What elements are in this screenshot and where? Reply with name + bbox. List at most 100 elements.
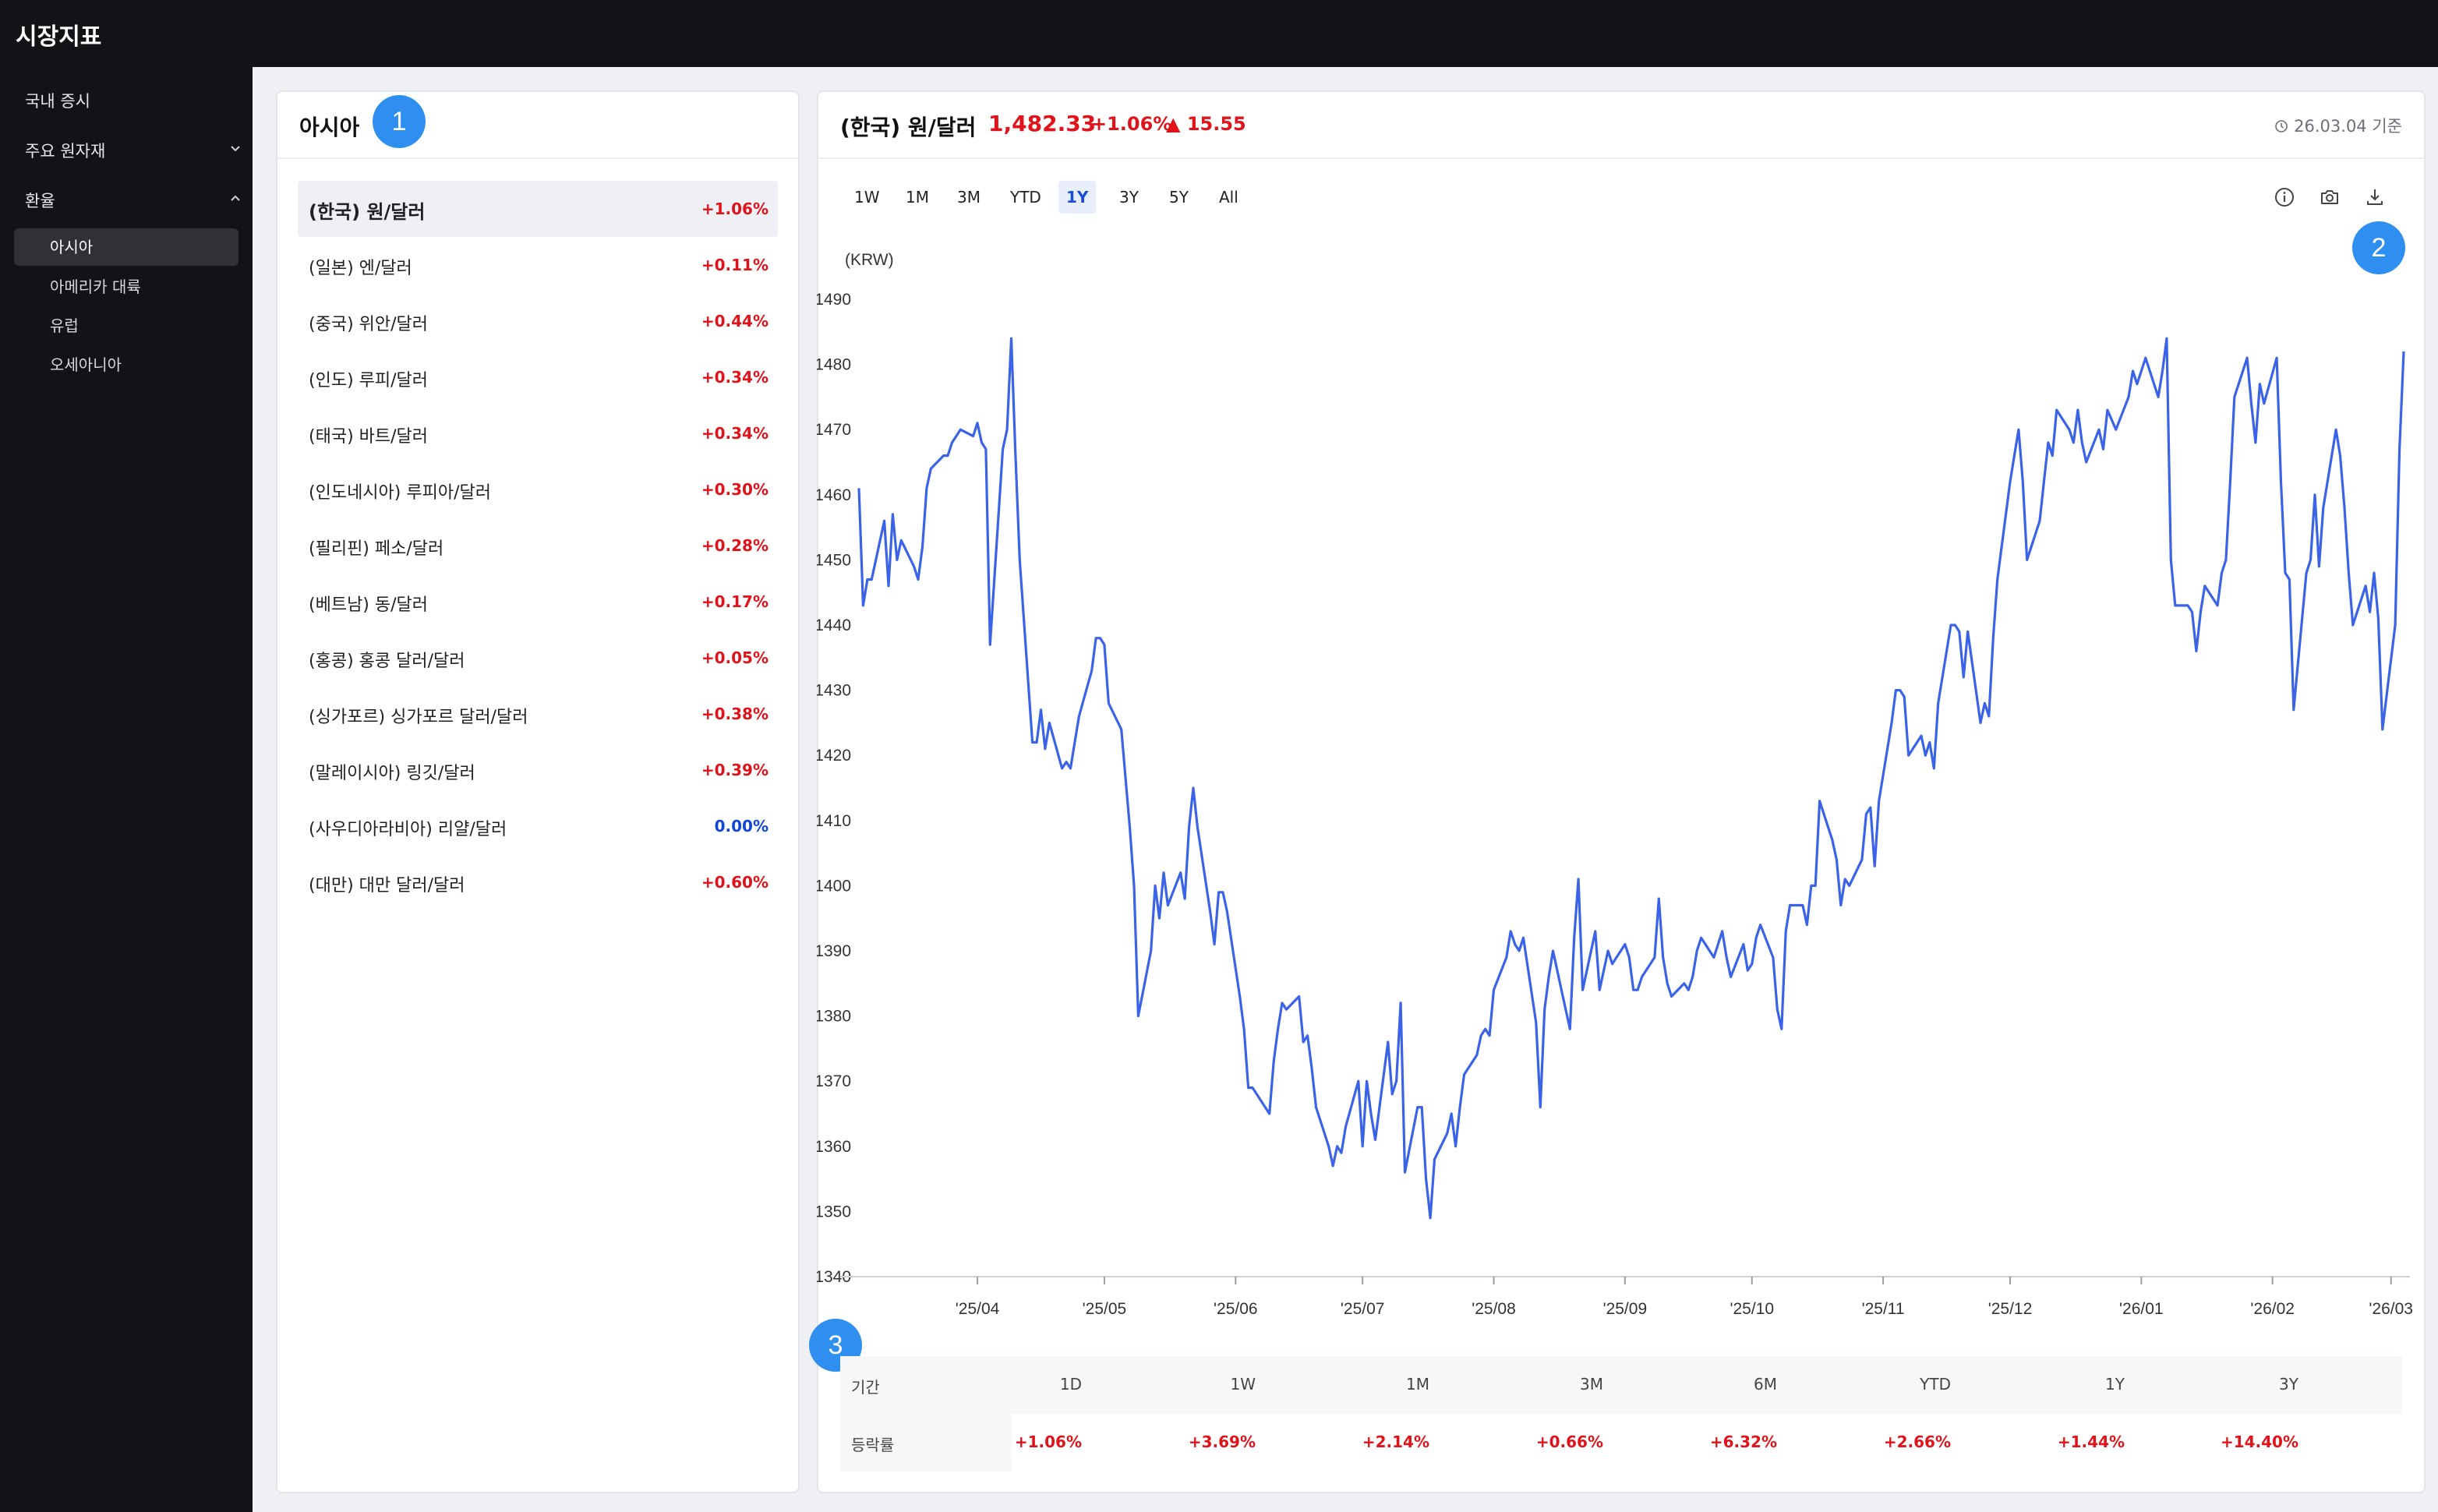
x-tick-label: '25/10 bbox=[1730, 1300, 1774, 1318]
performance-value: +14.40% bbox=[2220, 1433, 2298, 1451]
currency-change: +0.44% bbox=[701, 312, 768, 330]
currency-row[interactable]: (일본) 엔/달러 +0.11% bbox=[298, 237, 778, 293]
y-tick-label: 1400 bbox=[817, 877, 851, 895]
currency-name: (태국) 바트/달러 bbox=[309, 427, 429, 447]
sidebar-subitem-oceania[interactable]: 오세아니아 bbox=[50, 355, 122, 374]
performance-period-header: 3M bbox=[1580, 1375, 1603, 1394]
currency-change: +0.28% bbox=[701, 536, 768, 555]
x-axis-ticks: '25/04 '25/05 '25/06 '25/07 '25/08 '25/09 '25/… bbox=[956, 1277, 2413, 1318]
y-tick-label: 1340 bbox=[817, 1268, 851, 1286]
x-tick-label: '26/02 bbox=[2250, 1300, 2295, 1318]
chevron-up-icon bbox=[231, 195, 240, 201]
performance-period-header: YTD bbox=[1920, 1375, 1951, 1394]
y-tick-label: 1380 bbox=[817, 1008, 851, 1026]
performance-header-label: 기간 bbox=[851, 1378, 880, 1397]
currency-name: (중국) 위안/달러 bbox=[309, 315, 429, 334]
y-tick-label: 1460 bbox=[817, 486, 851, 504]
currency-row[interactable]: (필리핀) 페소/달러 +0.28% bbox=[298, 518, 778, 574]
camera-icon[interactable] bbox=[2318, 185, 2341, 209]
period-5y[interactable]: 5Y bbox=[1169, 188, 1189, 207]
performance-value: +6.32% bbox=[1709, 1433, 1777, 1451]
performance-period-header: 6M bbox=[1754, 1375, 1777, 1394]
pair-change-percent: +1.06% bbox=[1091, 113, 1172, 135]
currency-row[interactable]: (말레이시아) 링깃/달러 +0.39% bbox=[298, 742, 778, 798]
currency-row[interactable]: (인도네시아) 루피아/달러 +0.30% bbox=[298, 461, 778, 518]
performance-period-header: 1M bbox=[1406, 1375, 1429, 1394]
currency-name: (홍콩) 홍콩 달러/달러 bbox=[309, 652, 465, 671]
performance-period-header: 1D bbox=[1059, 1375, 1082, 1394]
currency-list-panel: 아시아 (한국) 원/달러 +1.06% (일본) 엔/달러 +0.11% (중국) 위… bbox=[276, 90, 800, 1493]
performance-row-label-cell: 등락률 bbox=[840, 1414, 1012, 1471]
currency-row[interactable]: (대만) 대만 달러/달러 +0.60% bbox=[298, 854, 778, 910]
y-tick-label: 1350 bbox=[817, 1203, 851, 1221]
currency-name: (인도) 루피/달러 bbox=[309, 371, 429, 390]
annotation-badge-2: 2 bbox=[2352, 221, 2405, 274]
sidebar-item-label: 환율 bbox=[25, 192, 55, 210]
currency-change: +0.17% bbox=[701, 592, 768, 611]
clock-icon bbox=[2275, 120, 2288, 132]
period-3m[interactable]: 3M bbox=[957, 188, 980, 207]
currency-change: 0.00% bbox=[714, 817, 768, 835]
sidebar-item-exchange-rate[interactable]: 환율 bbox=[25, 189, 240, 212]
x-tick-label: '25/05 bbox=[1083, 1300, 1127, 1318]
currency-row[interactable]: (태국) 바트/달러 +0.34% bbox=[298, 405, 778, 461]
currency-name: (한국) 원/달러 bbox=[309, 201, 426, 223]
sidebar-subitem-europe[interactable]: 유럽 bbox=[50, 316, 79, 335]
x-tick-label: '25/11 bbox=[1862, 1300, 1905, 1318]
currency-change: +1.06% bbox=[701, 200, 768, 218]
performance-period-header: 1W bbox=[1230, 1375, 1256, 1394]
currency-row[interactable]: (중국) 위안/달러 +0.44% bbox=[298, 293, 778, 349]
currency-change: +0.38% bbox=[701, 705, 768, 723]
app-title: 시장지표 bbox=[16, 23, 102, 51]
performance-value: +1.06% bbox=[1014, 1433, 1082, 1451]
sidebar-item-domestic-stock[interactable]: 국내 증시 bbox=[25, 89, 235, 112]
currency-name: (말레이시아) 링깃/달러 bbox=[309, 764, 475, 783]
performance-value: +2.66% bbox=[1883, 1433, 1951, 1451]
panel-header: 아시아 bbox=[277, 92, 798, 159]
info-icon[interactable] bbox=[2273, 185, 2296, 209]
x-tick-label: '25/06 bbox=[1214, 1300, 1258, 1318]
period-all[interactable]: All bbox=[1219, 188, 1238, 207]
period-1m[interactable]: 1M bbox=[906, 188, 929, 207]
currency-row[interactable]: (홍콩) 홍콩 달러/달러 +0.05% bbox=[298, 630, 778, 686]
chevron-down-icon bbox=[231, 146, 240, 152]
y-tick-label: 1490 bbox=[817, 291, 851, 309]
period-3y[interactable]: 3Y bbox=[1119, 188, 1139, 207]
annotation-badge-1: 1 bbox=[373, 95, 426, 148]
period-1y[interactable]: 1Y bbox=[1058, 181, 1097, 214]
sidebar-item-commodities[interactable]: 주요 원자재 bbox=[25, 139, 240, 162]
currency-change: +0.60% bbox=[701, 873, 768, 892]
currency-row[interactable]: (한국) 원/달러 +1.06% bbox=[298, 181, 778, 237]
x-tick-label: '25/12 bbox=[1988, 1300, 2033, 1318]
currency-name: (대만) 대만 달러/달러 bbox=[309, 876, 465, 896]
currency-change: +0.39% bbox=[701, 761, 768, 779]
performance-value: +1.44% bbox=[2057, 1433, 2125, 1451]
y-tick-label: 1360 bbox=[817, 1138, 851, 1156]
exchange-rate-chart[interactable]: (KRW) 1490148014701460145014401430142014… bbox=[817, 234, 2426, 1341]
y-tick-label: 1370 bbox=[817, 1072, 851, 1090]
detail-panel: (한국) 원/달러 1,482.33 +1.06% ▲ 15.55 26.03.… bbox=[817, 90, 2426, 1493]
download-icon[interactable] bbox=[2363, 185, 2387, 209]
y-tick-label: 1450 bbox=[817, 551, 851, 569]
sidebar: 국내 증시 주요 원자재 환율 아시아 아메리카 대륙 유럽 오세아니아 bbox=[0, 67, 253, 1512]
y-tick-label: 1470 bbox=[817, 421, 851, 439]
currency-row[interactable]: (베트남) 동/달러 +0.17% bbox=[298, 574, 778, 630]
performance-value: +0.66% bbox=[1535, 1433, 1603, 1451]
top-bar: 시장지표 bbox=[0, 0, 2438, 67]
sidebar-subitem-asia[interactable]: 아시아 bbox=[14, 228, 238, 266]
currency-row[interactable]: (인도) 루피/달러 +0.34% bbox=[298, 349, 778, 405]
performance-value-row: 등락률 +1.06% +3.69% +2.14% +0.66% +6.32% +2.66%… bbox=[840, 1414, 2402, 1471]
period-ytd[interactable]: YTD bbox=[1010, 188, 1041, 207]
currency-name: (인도네시아) 루피아/달러 bbox=[309, 483, 491, 503]
period-1w[interactable]: 1W bbox=[854, 188, 880, 207]
pair-price: 1,482.33 bbox=[988, 111, 1097, 136]
sidebar-subitem-americas[interactable]: 아메리카 대륙 bbox=[50, 277, 141, 296]
currency-change: +0.05% bbox=[701, 648, 768, 667]
y-tick-label: 1440 bbox=[817, 616, 851, 634]
series-line bbox=[857, 337, 2405, 1220]
currency-row[interactable]: (사우디아라비아) 리얄/달러 0.00% bbox=[298, 798, 778, 854]
x-tick-label: '25/09 bbox=[1603, 1300, 1648, 1318]
currency-row[interactable]: (싱가포르) 싱가포르 달러/달러 +0.38% bbox=[298, 686, 778, 742]
currency-change: +0.34% bbox=[701, 368, 768, 387]
currency-name: (싱가포르) 싱가포르 달러/달러 bbox=[309, 708, 528, 727]
